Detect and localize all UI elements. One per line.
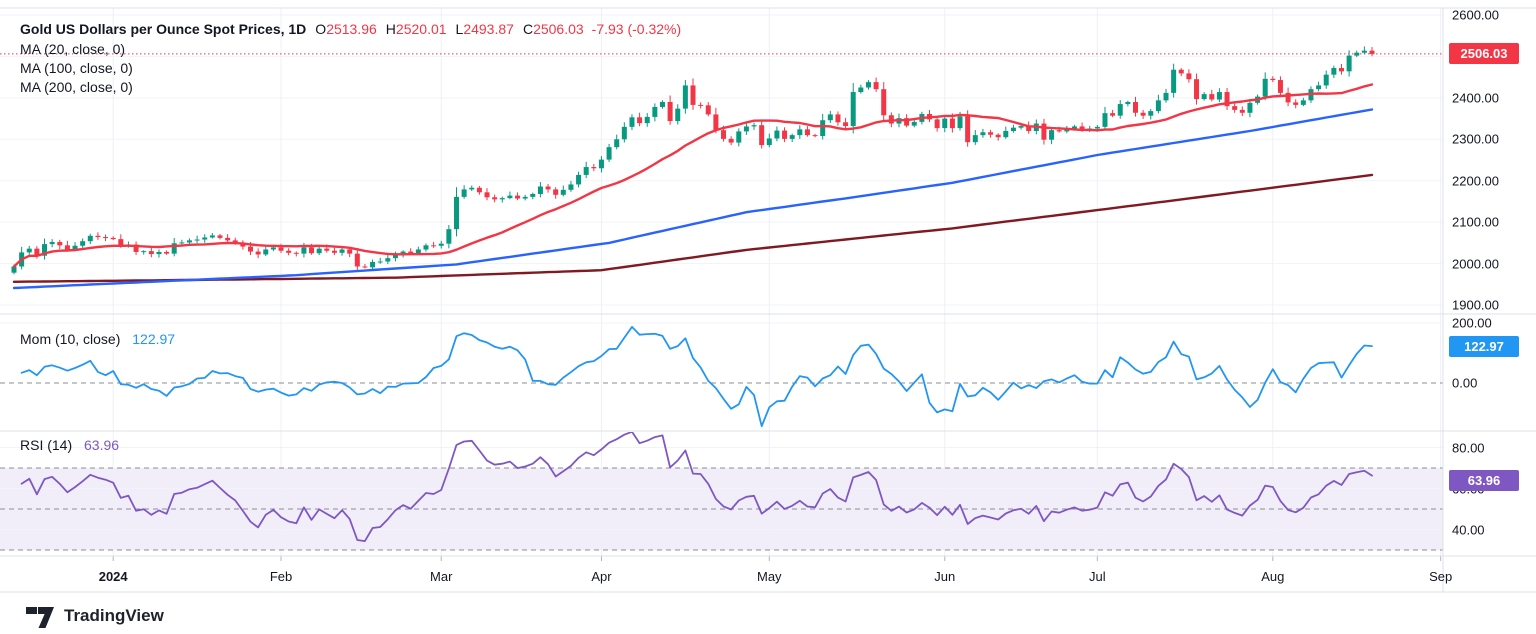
last-price-badge: 2506.03	[1449, 43, 1519, 65]
momentum-label: Mom (10, close)	[20, 331, 121, 347]
rsi-label: RSI (14)	[20, 437, 73, 453]
ohlc-close-label: C	[522, 21, 534, 37]
tradingview-logo-icon	[26, 607, 54, 628]
symbol-title: Gold US Dollars per Ounce Spot Prices, 1…	[20, 21, 307, 37]
rsi-axis-label: 40.00	[1452, 522, 1485, 537]
price-axis-label: 1900.00	[1452, 297, 1499, 313]
time-axis[interactable]	[0, 556, 1443, 592]
time-axis-label-mar: Mar	[430, 569, 453, 584]
time-axis-label-jul: Jul	[1089, 569, 1106, 584]
chart-plot-area[interactable]	[0, 8, 1443, 556]
rsi-axis-label: 80.00	[1452, 440, 1485, 455]
momentum-axis-label: 200.00	[1452, 315, 1492, 331]
momentum-legend[interactable]: Mom (10, close) 122.97	[20, 331, 175, 347]
time-axis-label-aug: Aug	[1261, 569, 1285, 584]
ohlc-open-value: 2513.96	[326, 21, 377, 37]
rsi-value: 63.96	[84, 437, 120, 453]
ohlc-low-value: 2493.87	[463, 21, 514, 37]
price-axis-label: 2400.00	[1452, 90, 1499, 106]
time-axis-label-may: May	[757, 569, 782, 584]
symbol-header[interactable]: Gold US Dollars per Ounce Spot Prices, 1…	[20, 21, 681, 37]
price-axis-label: 2000.00	[1452, 256, 1499, 272]
time-axis-label-jun: Jun	[934, 569, 956, 584]
rsi-value-badge: 63.96	[1449, 469, 1519, 491]
ma200-legend[interactable]: MA (200, close, 0)	[20, 79, 133, 95]
ohlc-close-value: 2506.03	[533, 21, 584, 37]
momentum-value-badge: 122.97	[1449, 335, 1519, 357]
price-axis-label: 2600.00	[1452, 7, 1499, 23]
ohlc-high-label: H	[385, 21, 396, 37]
momentum-axis-label: 0.00	[1452, 375, 1478, 391]
time-axis-label-apr: Apr	[591, 569, 612, 584]
ma20-legend[interactable]: MA (20, close, 0)	[20, 41, 126, 57]
time-axis-label-feb: Feb	[269, 569, 293, 584]
candles	[11, 46, 1375, 275]
momentum-plot	[20, 325, 1373, 428]
ohlc-low-label: L	[455, 21, 464, 37]
rsi-legend[interactable]: RSI (14) 63.96	[20, 437, 119, 453]
ma100-legend[interactable]: MA (100, close, 0)	[20, 60, 133, 76]
ohlc-open-label: O	[315, 21, 327, 37]
ohlc-high-value: 2520.01	[395, 21, 447, 37]
time-axis-label-2024: 2024	[98, 569, 128, 584]
price-axis-label: 2200.00	[1452, 173, 1499, 189]
momentum-value: 122.97	[132, 331, 176, 347]
price-axis-label: 2300.00	[1452, 131, 1499, 147]
rsi-plot	[20, 432, 1373, 542]
moving-averages	[12, 83, 1374, 290]
change-value: -7.93 (-0.32%)	[591, 21, 682, 37]
tradingview-logo-text: TradingView	[64, 606, 164, 625]
tradingview-logo[interactable]: TradingView	[26, 603, 164, 629]
time-axis-label-sep: Sep	[1429, 569, 1453, 584]
price-axis-label: 2100.00	[1452, 214, 1499, 230]
